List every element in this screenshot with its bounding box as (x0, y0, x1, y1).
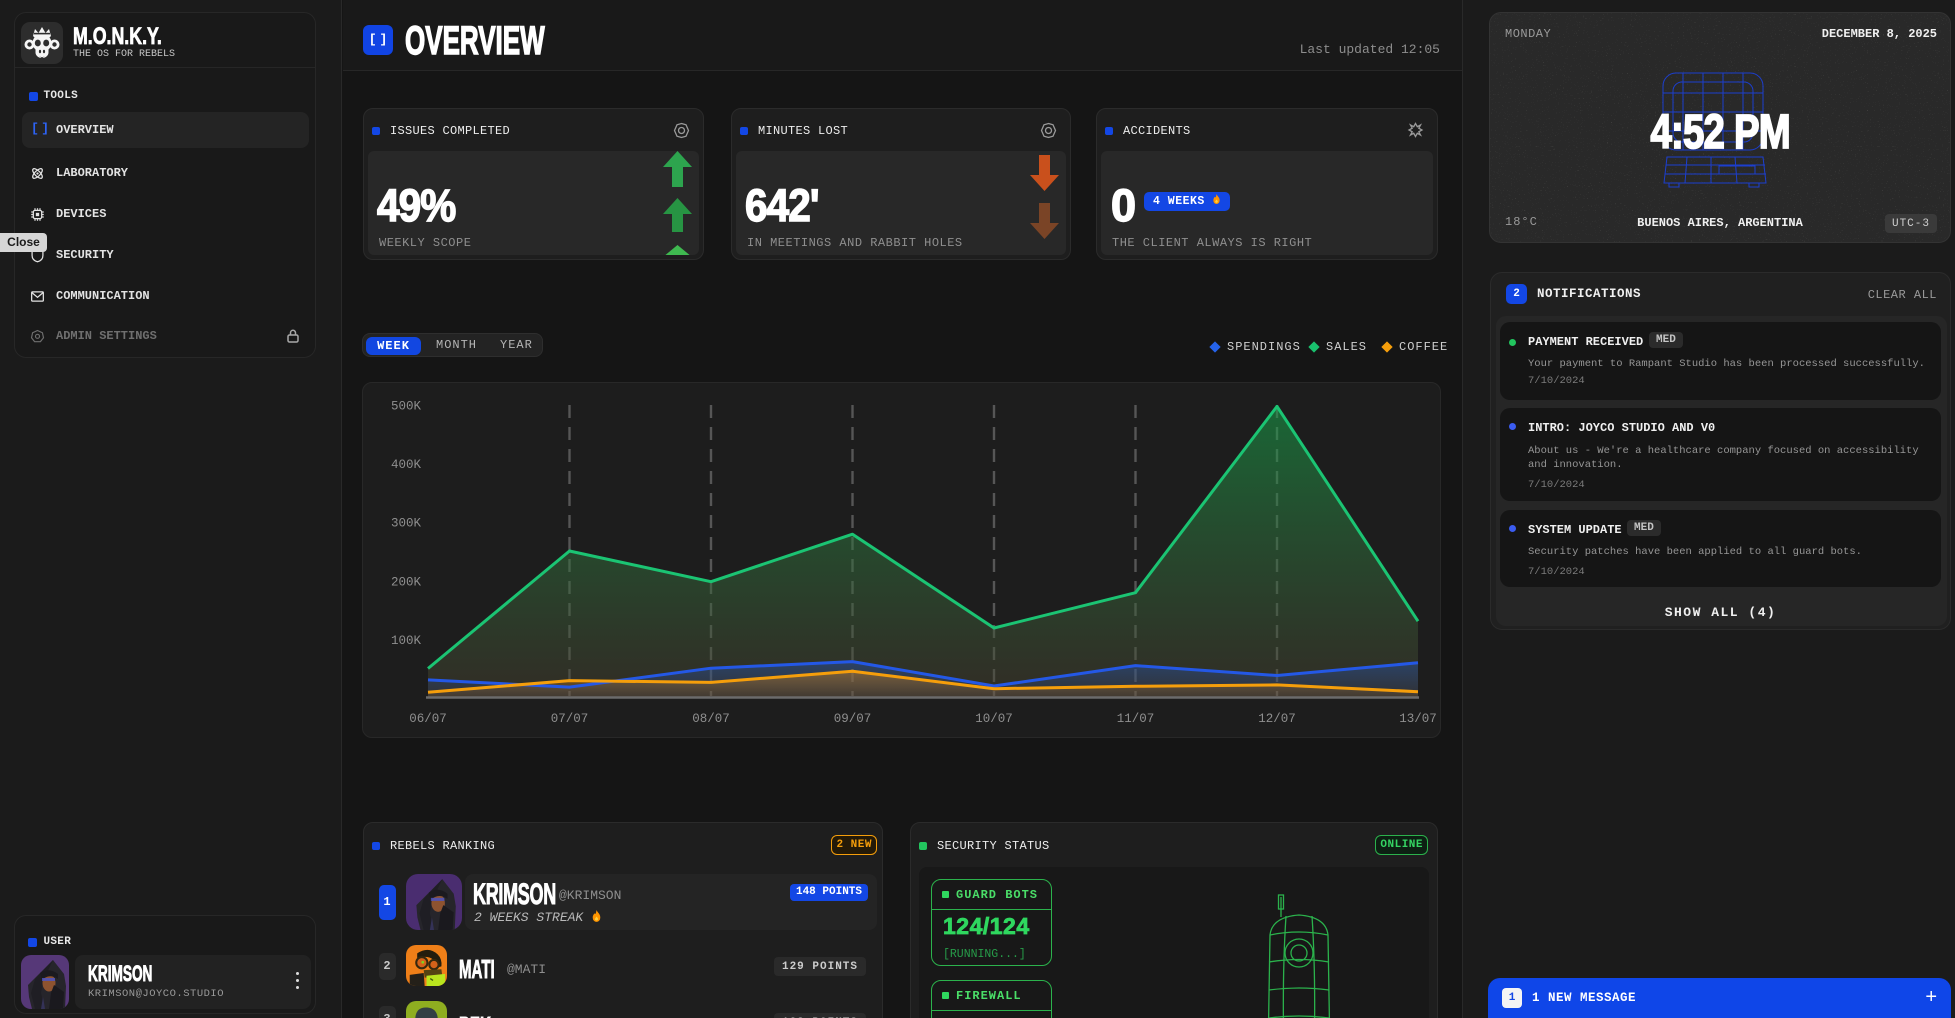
svg-text:11/07: 11/07 (1117, 712, 1155, 726)
svg-text:08/07: 08/07 (692, 712, 730, 726)
svg-text:500K: 500K (391, 400, 422, 414)
svg-text:09/07: 09/07 (834, 712, 872, 726)
svg-text:06/07: 06/07 (409, 712, 447, 726)
svg-text:100K: 100K (391, 634, 422, 648)
svg-text:10/07: 10/07 (975, 712, 1013, 726)
svg-text:200K: 200K (391, 575, 422, 589)
svg-text:12/07: 12/07 (1258, 712, 1296, 726)
svg-text:07/07: 07/07 (551, 712, 589, 726)
svg-text:400K: 400K (391, 458, 422, 472)
svg-text:300K: 300K (391, 517, 422, 531)
svg-text:13/07: 13/07 (1399, 712, 1437, 726)
